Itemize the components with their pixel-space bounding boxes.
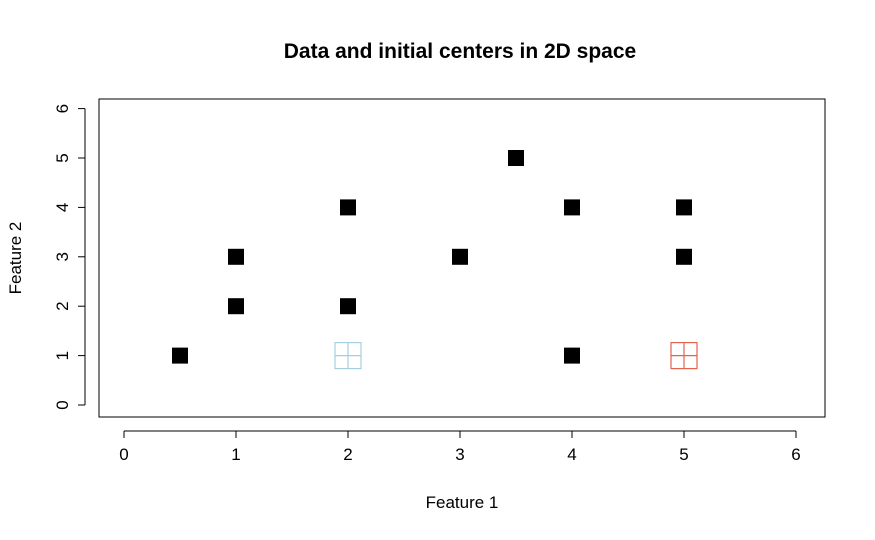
data-points xyxy=(172,150,698,370)
data-point xyxy=(452,248,468,265)
data-point xyxy=(228,248,244,265)
x-tick-label: 2 xyxy=(343,445,352,464)
x-tick-label: 3 xyxy=(455,445,464,464)
data-point xyxy=(508,150,524,166)
plot-area xyxy=(98,98,826,418)
x-tick-label: 5 xyxy=(679,445,688,464)
x-tick-label: 1 xyxy=(231,445,240,464)
x-axis: 0 1 2 3 4 5 6 xyxy=(119,430,801,464)
center-point xyxy=(334,342,362,370)
data-point xyxy=(172,347,188,364)
data-point xyxy=(676,248,692,265)
x-tick-label: 4 xyxy=(567,445,576,464)
data-point xyxy=(676,199,692,216)
y-axis-label: Feature 2 xyxy=(6,222,25,295)
y-tick-label: 1 xyxy=(53,351,72,360)
y-tick-label: 0 xyxy=(53,400,72,409)
x-tick-label: 6 xyxy=(791,445,800,464)
y-tick-label: 6 xyxy=(53,104,72,113)
data-point xyxy=(564,199,580,216)
data-point xyxy=(564,347,580,364)
y-tick-label: 5 xyxy=(53,153,72,162)
y-tick-label: 4 xyxy=(53,203,72,212)
center-point xyxy=(670,342,698,370)
data-point xyxy=(228,298,244,315)
y-tick-label: 2 xyxy=(53,301,72,310)
data-point xyxy=(340,199,356,216)
chart-title: Data and initial centers in 2D space xyxy=(284,40,636,63)
y-tick-label: 3 xyxy=(53,252,72,261)
data-point xyxy=(340,298,356,315)
x-tick-label: 0 xyxy=(119,445,128,464)
x-axis-label: Feature 1 xyxy=(426,493,499,512)
y-axis: 0 1 2 3 4 5 6 xyxy=(53,104,86,410)
